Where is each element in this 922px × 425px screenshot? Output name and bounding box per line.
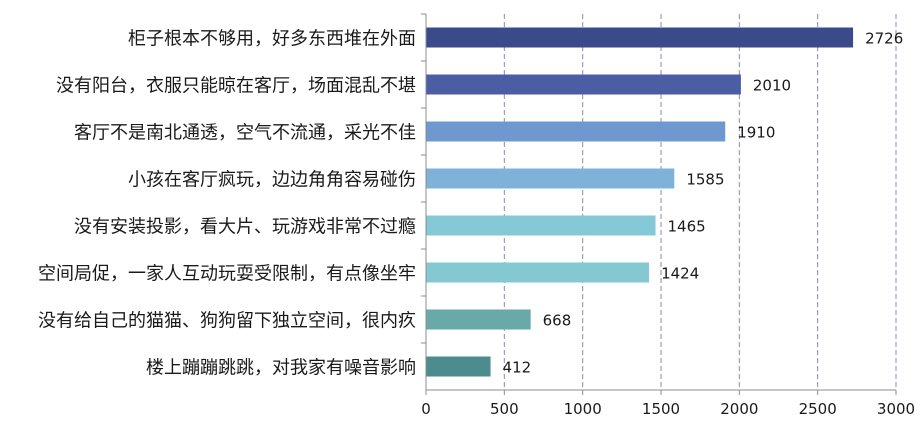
category-label: 没有阳台，衣服只能晾在客厅，场面混乱不堪	[56, 76, 416, 97]
category-label: 空间局促，一家人互动玩耍受限制，有点像坐牢	[38, 264, 416, 285]
bars	[426, 27, 854, 377]
grid-lines	[503, 14, 897, 390]
bar	[426, 309, 531, 330]
x-tick-label: 1000	[564, 400, 602, 418]
bar	[426, 27, 854, 48]
value-label: 1585	[686, 171, 724, 189]
x-tick-label: 3000	[877, 400, 915, 418]
bar	[426, 121, 726, 142]
category-label: 客厅不是南北通透，空气不流通，采光不佳	[74, 123, 416, 144]
category-label: 小孩在客厅疯玩，边边角角容易碰伤	[128, 170, 416, 191]
value-label: 1465	[668, 218, 706, 236]
x-tick-label: 2000	[720, 400, 758, 418]
value-label: 1424	[661, 265, 699, 283]
bar	[426, 168, 675, 189]
value-label: 668	[543, 312, 572, 330]
bar	[426, 356, 491, 377]
bar	[426, 74, 741, 95]
category-label: 没有给自己的猫猫、狗狗留下独立空间，很内疚	[38, 311, 416, 332]
value-label: 2726	[865, 30, 903, 48]
value-labels: 2726 2010 1910 1585 1465 1424 668 412	[503, 30, 904, 377]
category-label: 楼上蹦蹦跳跳，对我家有噪音影响	[146, 358, 416, 379]
value-label: 412	[503, 359, 532, 377]
bar	[426, 262, 650, 283]
x-axis: 0 500 1000 1500 2000 2500 3000	[421, 389, 915, 418]
x-tick-label: 500	[490, 400, 519, 418]
bar	[426, 215, 656, 236]
x-tick-label: 2500	[799, 400, 837, 418]
x-tick-label: 1500	[642, 400, 680, 418]
category-label: 柜子根本不够用，好多东西堆在外面	[128, 29, 416, 50]
value-label: 2010	[753, 77, 791, 95]
category-label: 没有安装投影，看大片、玩游戏非常不过瘾	[74, 217, 416, 238]
category-labels: 柜子根本不够用，好多东西堆在外面没有阳台，衣服只能晾在客厅，场面混乱不堪客厅不是…	[38, 29, 416, 379]
y-axis	[421, 13, 427, 390]
value-label: 1910	[737, 124, 775, 142]
x-tick-label: 0	[421, 400, 431, 418]
